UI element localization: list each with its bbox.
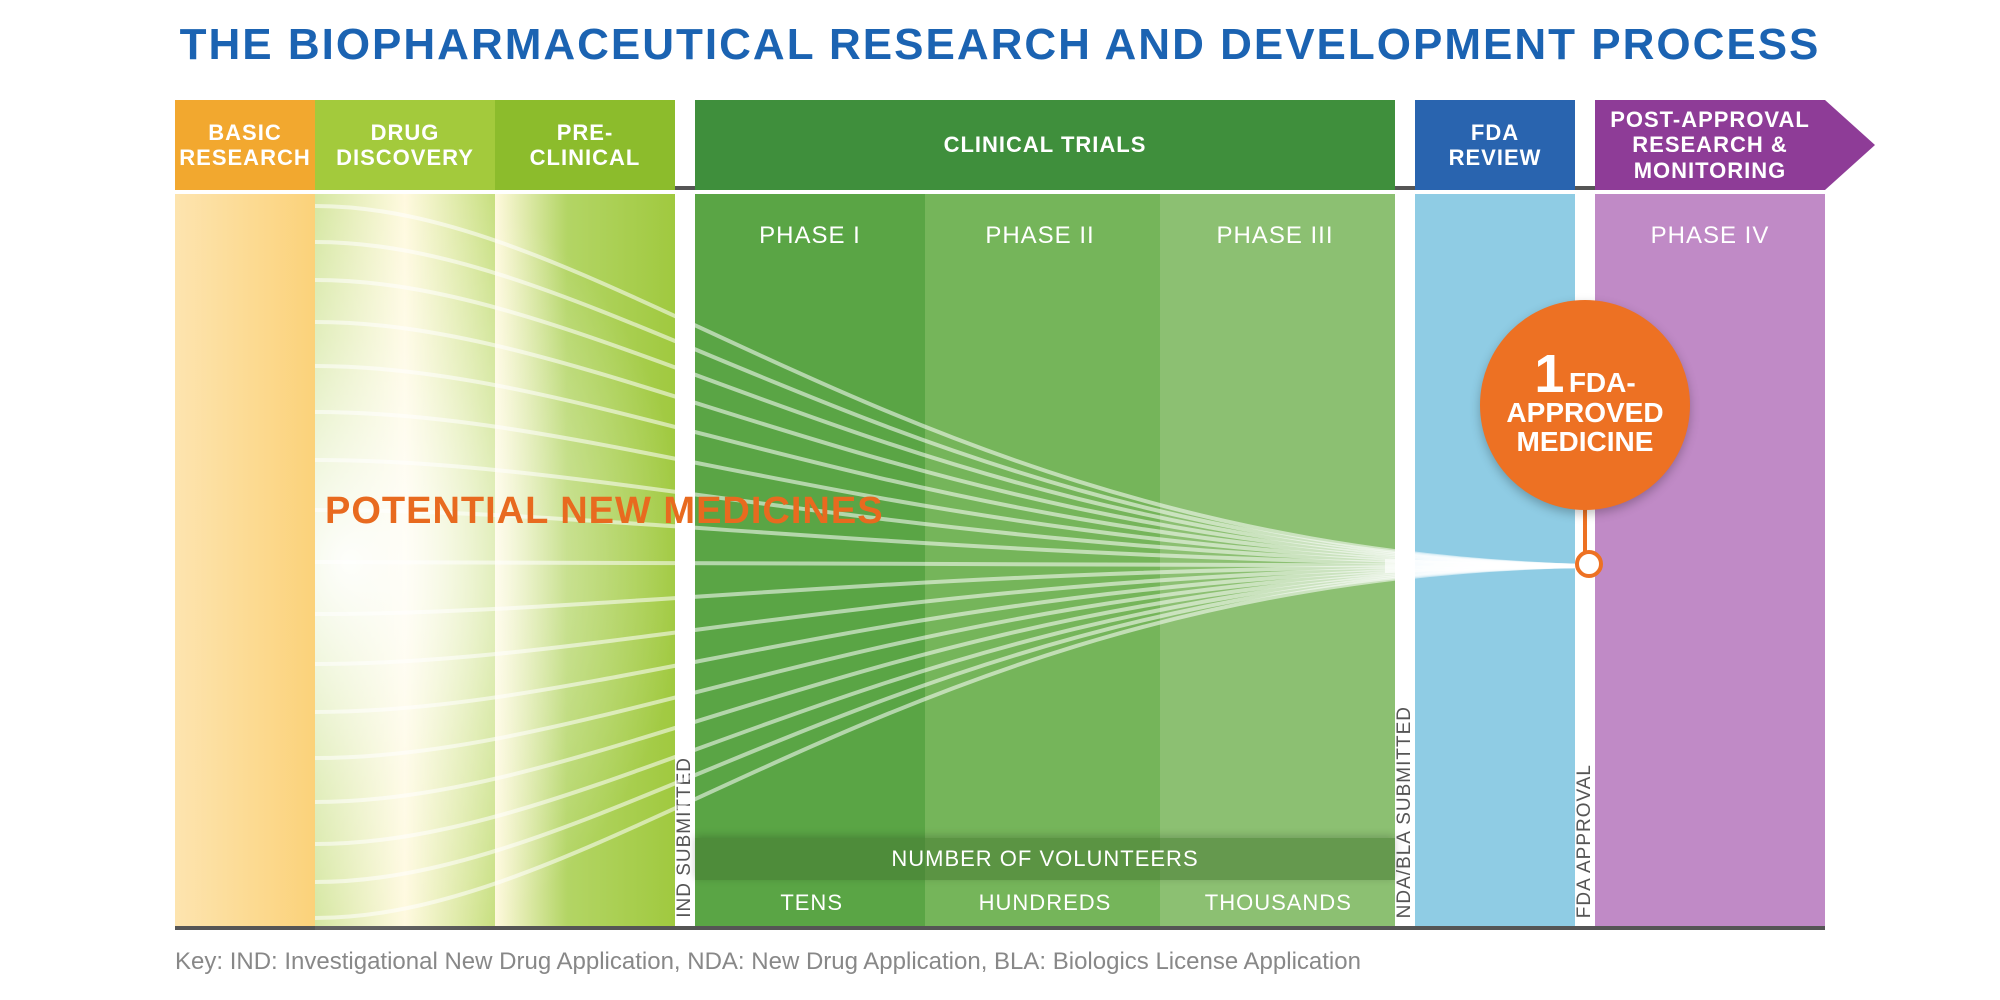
header-clinical-trials: CLINICAL TRIALS: [695, 100, 1395, 190]
result-number: 1: [1534, 344, 1564, 404]
col-phase3: [1160, 194, 1395, 926]
header-basic-research: BASIC RESEARCH: [175, 100, 315, 190]
col-preclinical: [495, 194, 675, 926]
volunteers-p1: TENS: [695, 880, 928, 926]
volunteers-p3: THOUSANDS: [1162, 880, 1395, 926]
header-drug-discovery: DRUG DISCOVERY: [315, 100, 495, 190]
page-title: THE BIOPHARMACEUTICAL RESEARCH AND DEVEL…: [175, 20, 1825, 70]
result-line2: APPROVED: [1506, 397, 1663, 428]
phase-3-label: PHASE III: [1160, 222, 1390, 250]
process-chart: BASIC RESEARCH DRUG DISCOVERY PRE- CLINI…: [175, 100, 1825, 930]
header-fda-review: FDA REVIEW: [1415, 100, 1575, 190]
volunteers-p2: HUNDREDS: [928, 880, 1161, 926]
result-circle: 1 FDA- APPROVED MEDICINE: [1480, 300, 1690, 510]
result-line3: MEDICINE: [1517, 426, 1654, 457]
stage-headers: BASIC RESEARCH DRUG DISCOVERY PRE- CLINI…: [175, 100, 1825, 190]
col-drug-discovery: [315, 194, 495, 926]
col-phase1: [695, 194, 925, 926]
phase-1-label: PHASE I: [695, 222, 925, 250]
result-pointer: [1583, 508, 1587, 568]
volunteers-title: NUMBER OF VOLUNTEERS: [695, 838, 1395, 880]
header-post-approval: POST-APPROVAL RESEARCH & MONITORING: [1595, 100, 1825, 190]
milestone-approval: FDA APPROVAL: [1574, 764, 1596, 918]
header-preclinical: PRE- CLINICAL: [495, 100, 675, 190]
key-legend: Key: IND: Investigational New Drug Appli…: [175, 948, 1825, 976]
milestone-ind: IND SUBMITTED: [674, 757, 696, 918]
col-basic-research: [175, 194, 315, 926]
potential-new-medicines-label: POTENTIAL NEW MEDICINES: [325, 490, 884, 533]
milestone-nda: NDA/BLA SUBMITTED: [1394, 706, 1416, 918]
volunteers-panel: NUMBER OF VOLUNTEERS TENS HUNDREDS THOUS…: [695, 838, 1395, 926]
col-phase2: [925, 194, 1160, 926]
phase-2-label: PHASE II: [925, 222, 1155, 250]
result-line1: FDA-: [1569, 367, 1636, 398]
phase-4-label: PHASE IV: [1595, 222, 1825, 250]
col-fda-review: [1415, 194, 1575, 926]
col-post-approval: [1595, 194, 1825, 926]
